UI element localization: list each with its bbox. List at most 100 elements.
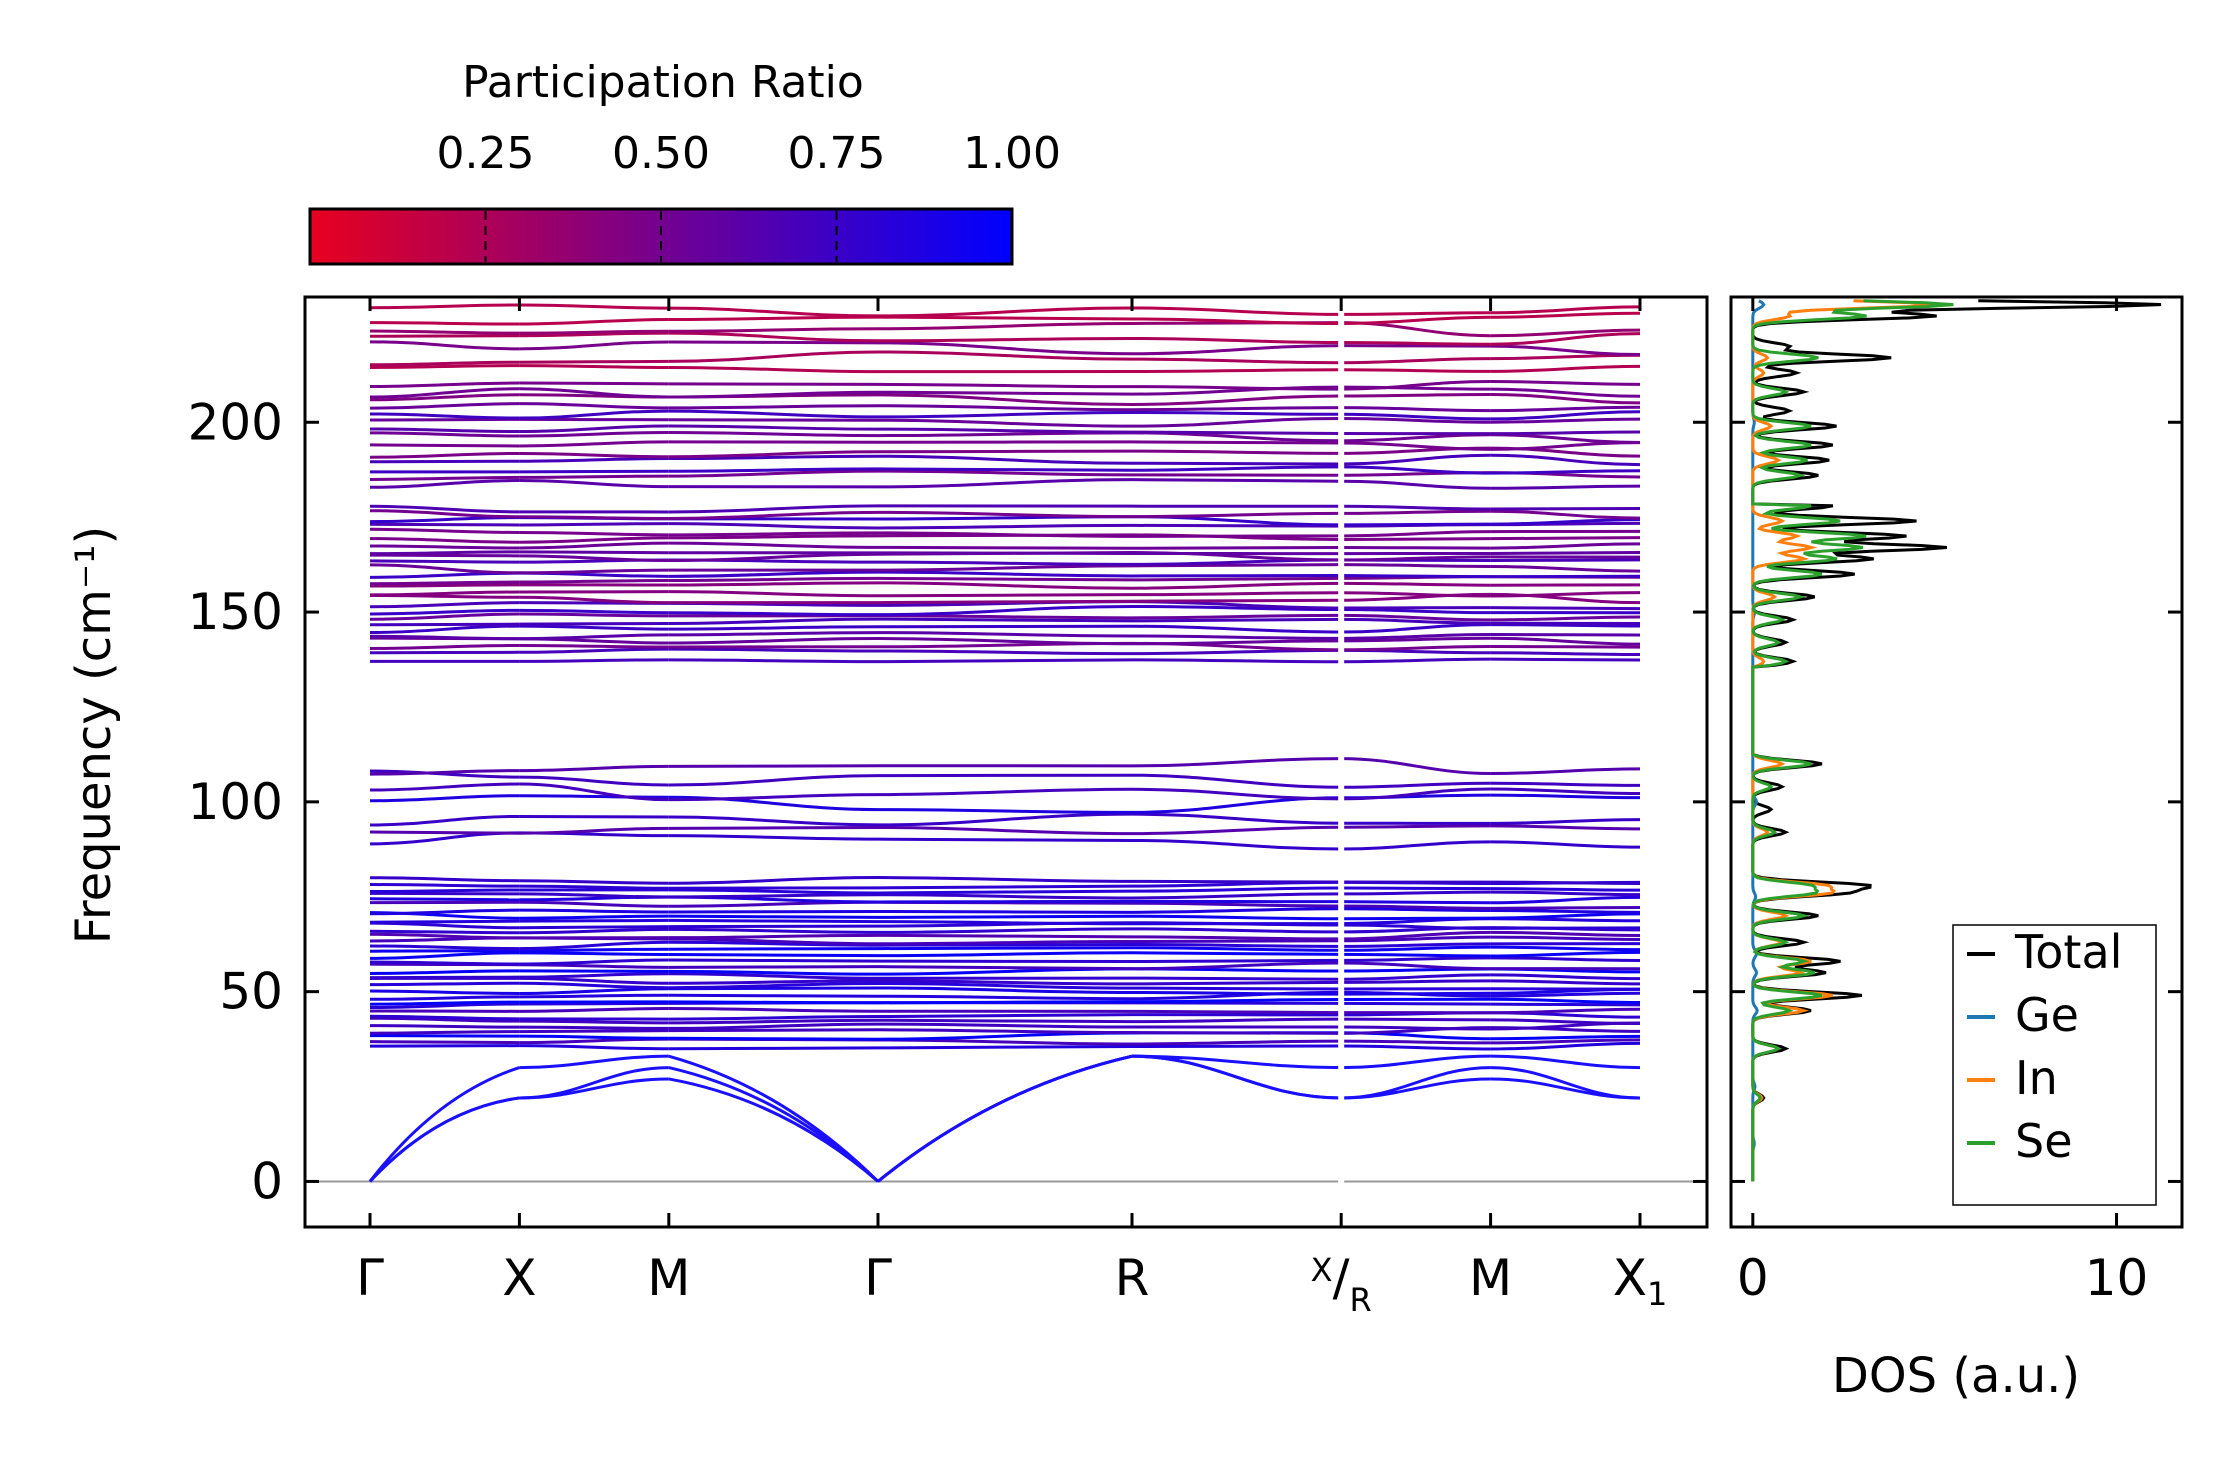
optical-band xyxy=(878,948,1132,949)
optical-band xyxy=(1491,508,1640,509)
optical-band xyxy=(878,480,1132,487)
optical-band xyxy=(1491,842,1640,847)
acoustic-branch xyxy=(1341,1068,1490,1098)
optical-band xyxy=(878,1040,1132,1044)
optical-band xyxy=(1132,432,1341,433)
optical-band xyxy=(519,411,668,418)
legend-label: Ge xyxy=(2015,988,2079,1042)
optical-band xyxy=(669,890,878,893)
optical-band xyxy=(370,518,519,522)
optical-band xyxy=(878,607,1132,615)
optical-band xyxy=(1132,814,1341,823)
optical-band xyxy=(370,414,519,418)
optical-band xyxy=(669,1048,878,1049)
optical-band xyxy=(1132,1019,1341,1022)
acoustic-branch xyxy=(1491,1056,1640,1067)
optical-band xyxy=(669,878,878,884)
optical-band xyxy=(1132,578,1341,580)
optical-band xyxy=(519,320,668,324)
optical-band xyxy=(1491,826,1640,829)
optical-band xyxy=(370,1026,519,1028)
optical-band xyxy=(1341,954,1490,956)
optical-band xyxy=(1341,963,1490,969)
optical-band xyxy=(370,784,519,790)
optical-band xyxy=(1132,418,1341,426)
acoustic-branch xyxy=(1491,1068,1640,1098)
optical-band xyxy=(1491,897,1640,902)
optical-band xyxy=(370,524,519,525)
optical-band xyxy=(370,342,519,349)
optical-band xyxy=(519,442,668,446)
optical-band xyxy=(669,524,878,528)
kpoint-label: Γ xyxy=(356,1249,384,1307)
optical-band xyxy=(1491,981,1640,984)
optical-band xyxy=(1491,566,1640,571)
optical-band xyxy=(1491,346,1640,354)
optical-band xyxy=(878,578,1132,579)
optical-band xyxy=(370,539,519,543)
optical-band xyxy=(519,383,668,384)
optical-band xyxy=(878,395,1132,405)
optical-band xyxy=(1341,888,1490,889)
optical-band xyxy=(669,317,878,319)
optical-band xyxy=(1491,653,1640,655)
optical-band xyxy=(370,953,519,958)
optical-band xyxy=(1341,826,1490,827)
optical-band xyxy=(669,929,878,932)
optical-band xyxy=(370,461,519,462)
optical-band xyxy=(1341,370,1490,372)
optical-band xyxy=(1491,638,1640,644)
colorbar-tick-label: 0.50 xyxy=(612,128,710,179)
optical-band xyxy=(1132,615,1341,617)
optical-band xyxy=(519,342,668,349)
optical-band xyxy=(519,626,668,629)
optical-band xyxy=(1132,413,1341,415)
optical-band xyxy=(1341,993,1490,994)
optical-band xyxy=(1132,978,1341,979)
optical-band xyxy=(1132,798,1341,813)
optical-band xyxy=(370,934,519,938)
optical-band xyxy=(370,899,519,900)
optical-band xyxy=(519,920,668,921)
optical-band xyxy=(1341,1041,1490,1043)
optical-band xyxy=(878,1002,1132,1003)
optical-band xyxy=(519,1031,668,1032)
optical-band xyxy=(370,878,519,881)
optical-band xyxy=(1491,907,1640,908)
optical-band xyxy=(370,796,519,801)
kpoint-label-x-r: X/R xyxy=(1311,1249,1372,1319)
optical-band xyxy=(370,816,519,825)
optical-band xyxy=(519,645,668,647)
optical-band xyxy=(1132,945,1341,947)
kpoint-label: X xyxy=(502,1249,536,1307)
optical-band xyxy=(878,512,1132,516)
acoustic-branch xyxy=(669,1079,878,1181)
optical-band xyxy=(1491,355,1640,358)
optical-band xyxy=(519,886,668,888)
optical-band xyxy=(519,623,668,624)
optical-band xyxy=(1491,486,1640,488)
optical-band xyxy=(1132,1033,1341,1034)
kpoint-label: Γ xyxy=(864,1249,892,1307)
optical-band xyxy=(878,406,1132,410)
optical-band xyxy=(370,529,519,532)
optical-band xyxy=(519,960,668,964)
optical-band xyxy=(669,935,878,937)
optical-band xyxy=(1491,914,1640,918)
optical-band xyxy=(519,910,668,912)
optical-band xyxy=(1341,975,1490,979)
optical-band xyxy=(669,916,878,917)
optical-band xyxy=(1341,359,1490,363)
optical-band xyxy=(1341,435,1490,441)
optical-band xyxy=(1491,659,1640,660)
optical-band xyxy=(1491,307,1640,313)
optical-band xyxy=(370,893,519,894)
optical-band xyxy=(370,626,519,632)
optical-band xyxy=(1132,909,1341,913)
colorbar-tick-label: 1.00 xyxy=(963,128,1061,179)
optical-band xyxy=(1491,1004,1640,1005)
optical-band xyxy=(1341,346,1490,347)
optical-band xyxy=(878,1024,1132,1027)
optical-band xyxy=(669,406,878,408)
optical-band xyxy=(669,411,878,417)
